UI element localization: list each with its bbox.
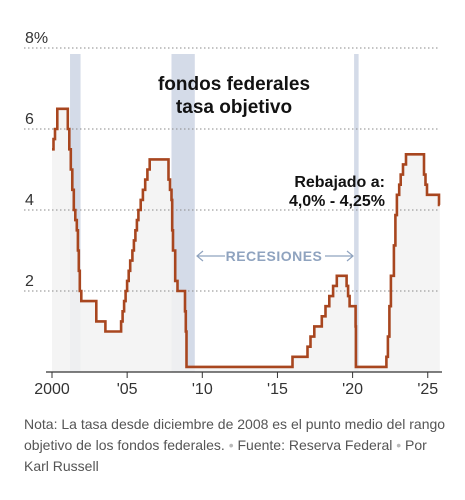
- y-axis-ticks: 8% 6 4 2: [25, 30, 48, 290]
- gridlines: [24, 47, 440, 292]
- area-fill-group: [52, 108, 440, 373]
- note-text: Nota: La tasa desde diciembre de 2008 es…: [24, 416, 446, 453]
- annotation-line-2: 4,0% - 4,25%: [289, 193, 385, 210]
- separator-dot-1: •: [228, 437, 234, 453]
- recession-label: RECESIONES: [226, 248, 323, 264]
- y-tick-label: 6: [25, 111, 34, 128]
- arrow-left-head: [196, 250, 204, 262]
- recession-band-3: [354, 54, 359, 372]
- chart-title-line-2: tasa objetivo: [176, 97, 292, 118]
- x-axis: 2000 '05 '10 '15 '20 '25: [34, 371, 442, 398]
- x-tick-label: '10: [192, 381, 213, 398]
- x-tick-label: '15: [267, 381, 288, 398]
- byline: Por Karl Russell: [24, 437, 427, 474]
- separator-dot-2: •: [396, 437, 402, 453]
- series-line: [52, 107, 441, 369]
- fed-funds-chart: 8% 6 4 2 2000 '05 '10 '15 '20 '25 fondos federal…: [24, 30, 442, 398]
- y-tick-label: 2: [25, 273, 34, 290]
- x-tick-label: '20: [342, 381, 363, 398]
- x-tick-label: 2000: [34, 381, 70, 398]
- source-text: Fuente: Reserva Federal: [237, 437, 393, 453]
- footnote: Nota: La tasa desde diciembre de 2008 es…: [24, 414, 454, 477]
- chart-title-line-1: fondos federales: [158, 74, 310, 95]
- y-tick-label: 8%: [25, 30, 48, 47]
- arrow-right-head: [346, 250, 354, 262]
- y-tick-label: 4: [25, 192, 34, 209]
- x-tick-label: '05: [117, 381, 138, 398]
- recession-label-group: RECESIONES: [196, 248, 354, 264]
- area-fill: [52, 108, 440, 373]
- annotation-line-1: Rebajado a:: [294, 174, 385, 191]
- x-tick-label: '25: [417, 381, 438, 398]
- series-line-group: [52, 107, 441, 369]
